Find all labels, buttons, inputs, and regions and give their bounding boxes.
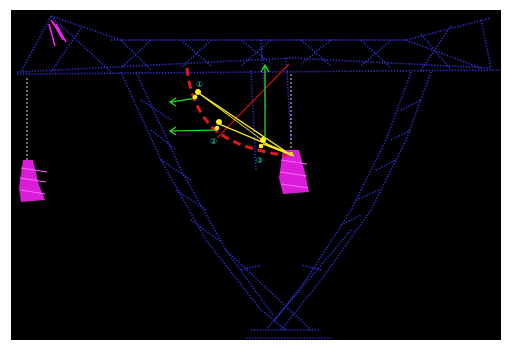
right-tower-leg-inner	[272, 71, 412, 323]
marker-points	[192, 89, 293, 156]
top-left-insulator	[48, 19, 67, 47]
crossarm-bottom-chord-2	[16, 69, 501, 75]
trajectory-arc	[185, 67, 288, 158]
point-cloud-svg: ① ② ③	[16, 15, 501, 339]
right-insulator	[279, 74, 309, 194]
crossarm-upper-chord	[50, 15, 492, 41]
marker-label-3: ③	[256, 156, 263, 165]
trajectory-reference-line	[216, 63, 290, 139]
point-cloud-scene: ① ② ③	[11, 10, 501, 340]
insulator-strings	[19, 19, 309, 202]
arrow-1	[170, 97, 198, 103]
left-tower-leg-inner	[135, 71, 274, 316]
marker-label-2: ②	[210, 137, 217, 146]
crossarm-lattice	[20, 15, 492, 73]
crossarm-bottom-chord	[16, 57, 492, 73]
left-tower-leg	[120, 71, 287, 331]
marker-point-2	[216, 119, 222, 125]
marker-point-3	[260, 137, 266, 143]
marker-label-1: ①	[196, 80, 203, 89]
left-insulator	[19, 78, 48, 202]
arrow-2	[170, 129, 218, 132]
leg-lattice	[140, 99, 422, 271]
marker-point-1	[195, 89, 201, 95]
tower-cross-bracing	[225, 229, 352, 331]
direction-arrows	[168, 63, 270, 144]
transmission-tower	[16, 15, 501, 339]
tower-base	[246, 329, 331, 339]
